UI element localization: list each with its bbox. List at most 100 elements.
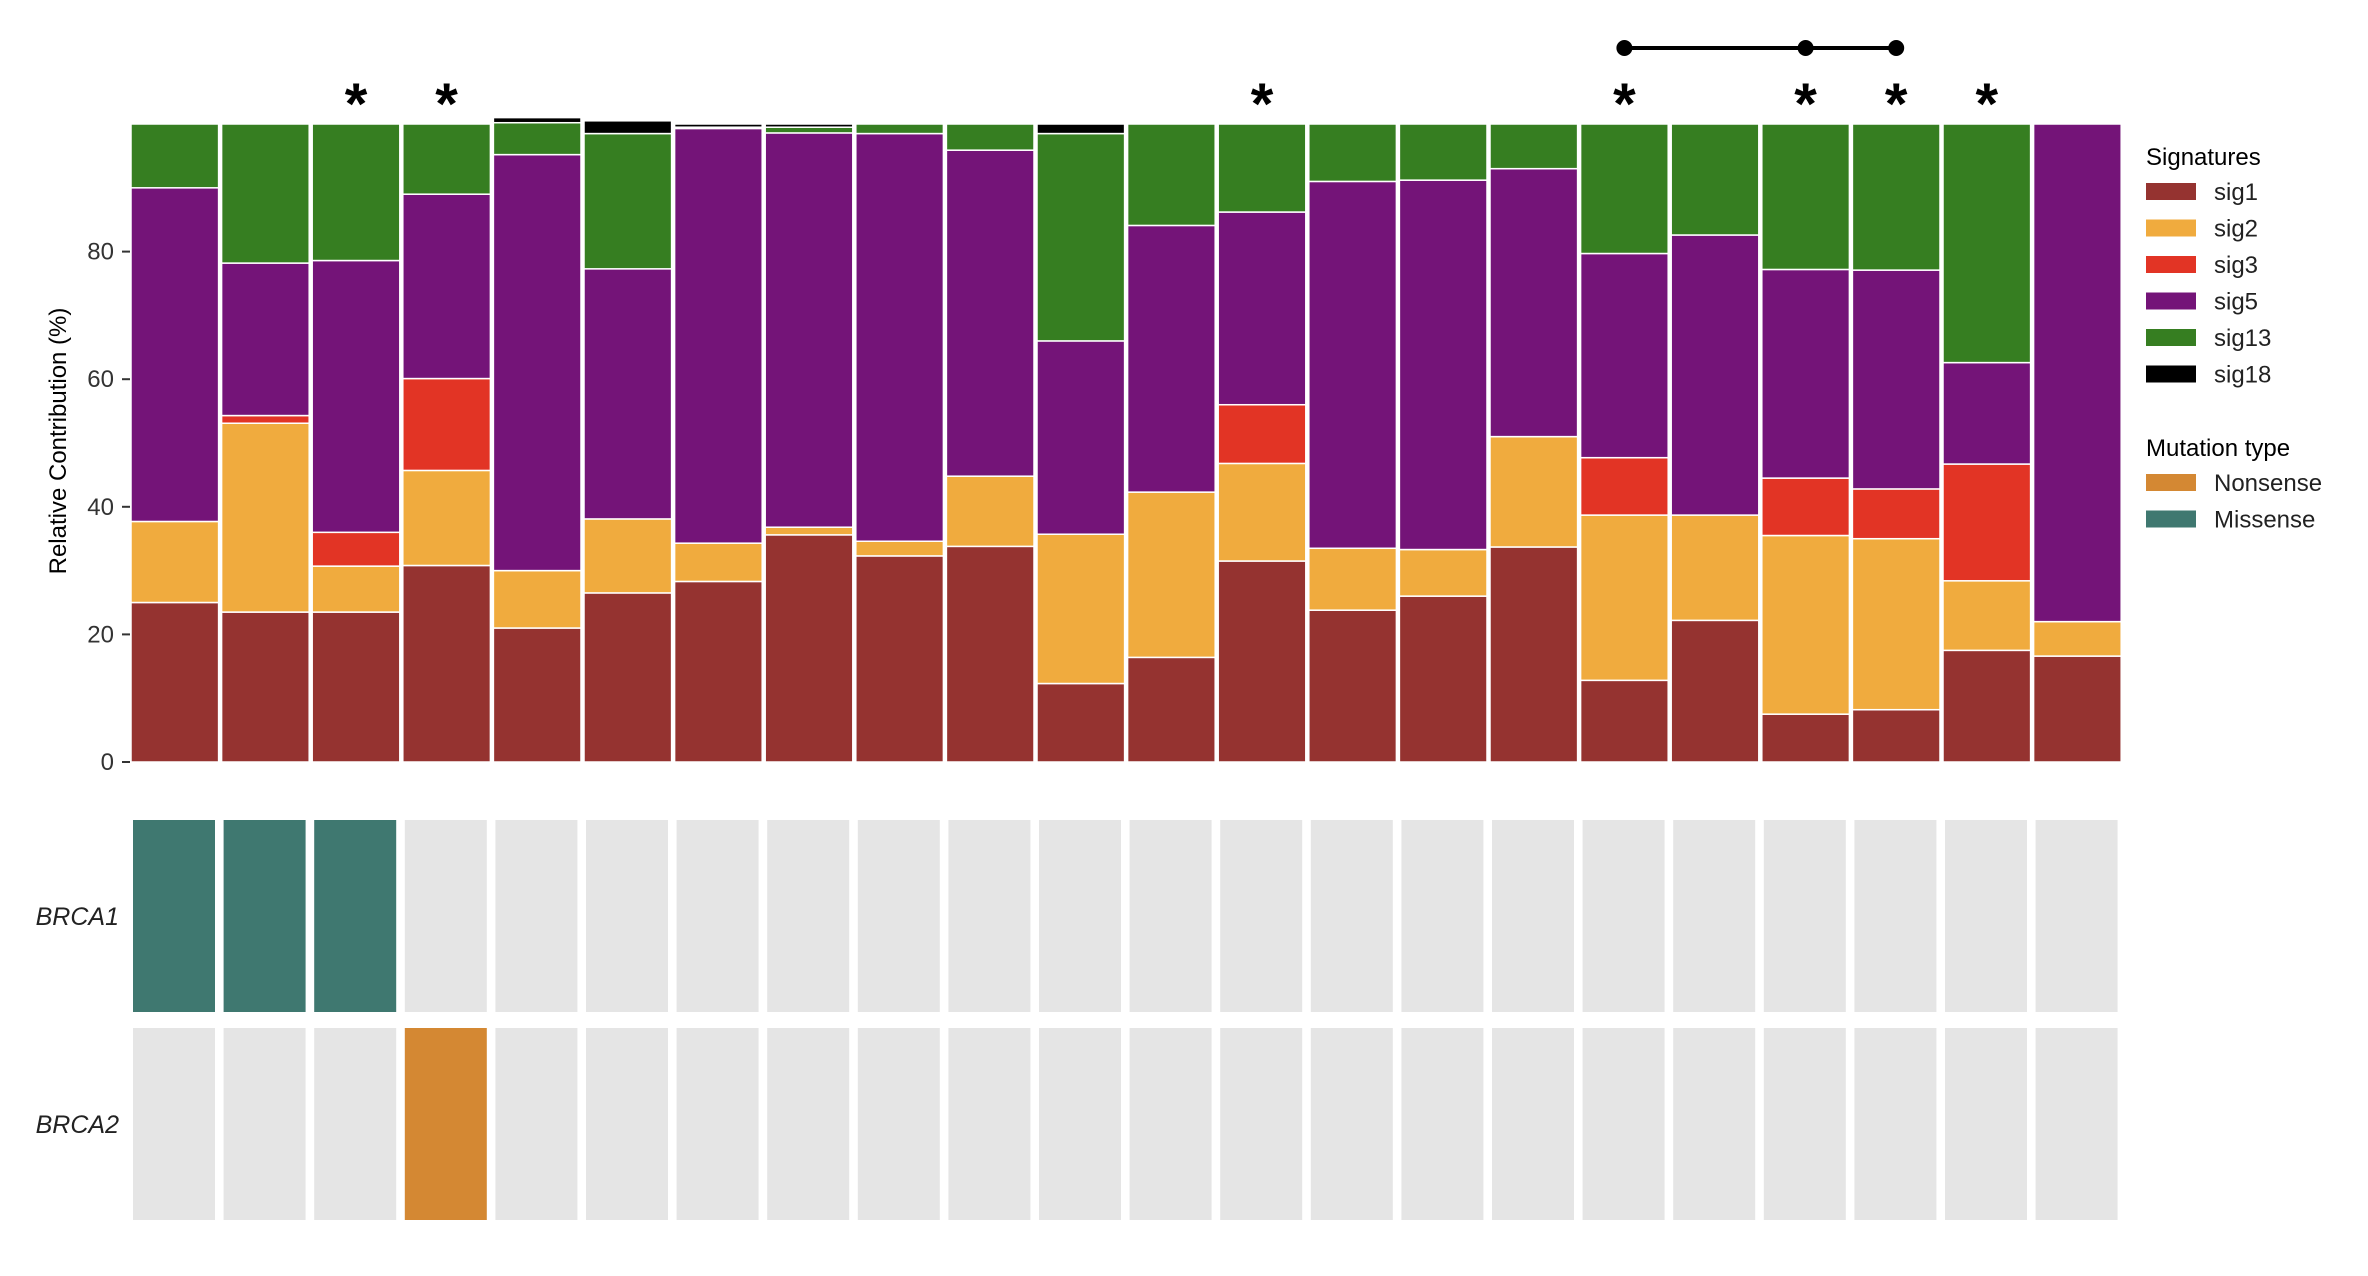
legend-key-sig13 <box>2146 329 2196 346</box>
bar-segment-sig2 <box>402 469 492 567</box>
mutation-cell <box>1945 1028 2027 1220</box>
mutation-cell <box>2035 820 2118 1012</box>
significance-star: * <box>435 72 458 137</box>
legend-mutation-title: Mutation type <box>2146 435 2290 462</box>
mutation-cell <box>1673 820 1756 1012</box>
bar-segment-sig1 <box>130 601 220 763</box>
mutation-cell <box>1220 1028 1303 1220</box>
y-tick-label: 80 <box>87 239 114 266</box>
mutation-cell <box>133 820 215 1012</box>
bar-segment-sig5 <box>945 149 1035 477</box>
bar-segment-sig18 <box>492 116 582 124</box>
bar-segment-sig2 <box>1942 580 2032 652</box>
bar-segment-sig1 <box>1761 713 1851 763</box>
bar-segment-sig5 <box>220 262 310 417</box>
mutation-cell <box>1673 1028 1756 1220</box>
significance-star: * <box>1613 72 1636 137</box>
bar-segment-sig2 <box>492 569 582 629</box>
bar-segment-sig5 <box>583 268 673 520</box>
mutation-cell <box>1310 820 1393 1012</box>
bar-segment-sig1 <box>673 580 763 763</box>
bar-segment-sig2 <box>583 518 673 594</box>
bar-segment-sig2 <box>1036 533 1126 685</box>
bar-segment-sig13 <box>855 123 945 135</box>
y-axis: 0 20 40 60 80 <box>87 239 130 776</box>
bracket-dot <box>1888 40 1905 56</box>
bar-segment-sig5 <box>1217 211 1307 406</box>
mutation-cell <box>1763 820 1846 1012</box>
y-axis-label: Relative Contribution (%) <box>45 308 72 575</box>
bar-segment-sig1 <box>2032 655 2122 763</box>
bar-segment-sig3 <box>1761 477 1851 537</box>
bar-segment-sig5 <box>1670 234 1760 516</box>
bar-segment-sig13 <box>1489 123 1579 170</box>
bar-segment-sig2 <box>764 526 854 536</box>
legend-label: sig13 <box>2214 325 2271 352</box>
significance-star: * <box>1794 72 1817 137</box>
y-tick-label: 20 <box>87 621 114 648</box>
bar-segment-sig2 <box>2032 620 2122 657</box>
legend-key-sig1 <box>2146 183 2196 200</box>
bracket-dot <box>1616 40 1633 56</box>
mutation-cell <box>676 1028 759 1220</box>
bar-segment-sig2 <box>311 565 401 613</box>
bar-segment-sig5 <box>1036 340 1126 535</box>
mutation-cell <box>1039 1028 1121 1220</box>
mutation-cell <box>223 820 306 1012</box>
mutation-cell <box>404 1028 487 1220</box>
legend-key-missense <box>2146 510 2196 528</box>
legend: Signatures Mutation type sig1 sig2 sig3 sig… <box>2146 144 2322 534</box>
bar-segment-sig5 <box>1942 361 2032 465</box>
bar-segment-sig5 <box>764 132 854 528</box>
mutation-cell <box>1492 1028 1574 1220</box>
mutation-cell <box>948 820 1031 1012</box>
bar-segment-sig1 <box>1579 679 1669 763</box>
bar-segment-sig5 <box>1126 224 1216 493</box>
significance-star: * <box>1976 72 1999 137</box>
bar-segment-sig1 <box>311 611 401 763</box>
mutation-cell <box>1039 820 1121 1012</box>
bar-segment-sig5 <box>1398 179 1488 551</box>
y-tick-label: 60 <box>87 366 114 393</box>
bar-segment-sig1 <box>1217 560 1307 763</box>
mutation-cell <box>495 820 578 1012</box>
bar-segment-sig3 <box>220 414 310 424</box>
bar-segment-sig13 <box>1217 123 1307 213</box>
bar-segment-sig13 <box>945 123 1035 151</box>
mutation-cell <box>1582 1028 1665 1220</box>
bar-segment-sig5 <box>1489 167 1579 438</box>
gene-label: BRCA2 <box>36 1111 119 1139</box>
bar-segment-sig2 <box>1308 547 1398 611</box>
bar-segment-sig13 <box>1851 123 1941 271</box>
bar-segment-sig1 <box>945 545 1035 763</box>
bar-segment-sig1 <box>492 627 582 763</box>
bar-segment-sig13 <box>1942 123 2032 364</box>
bar-segment-sig2 <box>673 542 763 583</box>
mutation-cell <box>1220 820 1303 1012</box>
mutation-cell <box>1310 1028 1393 1220</box>
stacked-bars <box>130 116 2122 763</box>
bar-segment-sig5 <box>1761 268 1851 479</box>
legend-key-sig18 <box>2146 365 2196 383</box>
mutation-cell <box>1945 820 2027 1012</box>
bar-segment-sig1 <box>220 611 310 763</box>
bar-segment-sig1 <box>764 534 854 763</box>
bar-segment-sig1 <box>1670 619 1760 763</box>
bar-segment-sig1 <box>1308 609 1398 763</box>
legend-key-sig2 <box>2146 219 2196 237</box>
bar-segment-sig2 <box>1761 534 1851 715</box>
mutation-cell <box>1763 1028 1846 1220</box>
legend-label: sig18 <box>2214 362 2271 389</box>
mutation-cell <box>857 1028 940 1220</box>
bar-segment-sig3 <box>1217 403 1307 465</box>
comparison-bracket <box>1616 40 1905 56</box>
bar-segment-sig2 <box>130 520 220 604</box>
bar-segment-sig3 <box>1942 463 2032 582</box>
bar-segment-sig2 <box>855 540 945 557</box>
significance-star: * <box>1885 72 1908 137</box>
bar-segment-sig13 <box>402 123 492 195</box>
bar-segment-sig13 <box>492 121 582 156</box>
mutation-cell <box>133 1028 215 1220</box>
bar-segment-sig2 <box>1126 491 1216 659</box>
